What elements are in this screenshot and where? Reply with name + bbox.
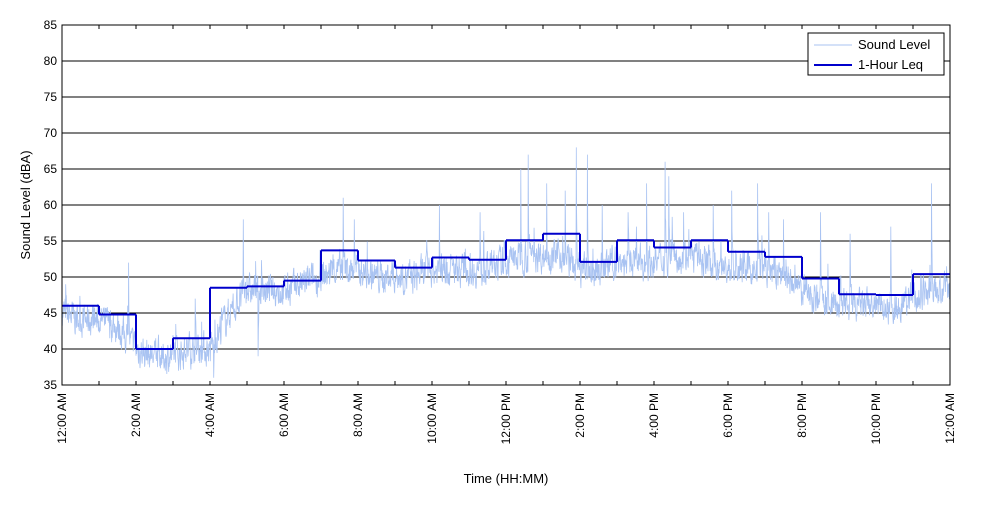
y-tick-label: 60: [44, 198, 58, 212]
x-tick-label: 10:00 PM: [869, 393, 883, 444]
x-tick-label: 8:00 AM: [351, 393, 365, 437]
x-tick-label: 12:00 PM: [499, 393, 513, 444]
y-tick-label: 85: [44, 18, 58, 32]
x-tick-label: 12:00 AM: [55, 393, 69, 444]
y-tick-label: 45: [44, 306, 58, 320]
y-tick-label: 75: [44, 90, 58, 104]
x-tick-label: 6:00 PM: [721, 393, 735, 438]
x-tick-label: 4:00 AM: [203, 393, 217, 437]
y-tick-label: 80: [44, 54, 58, 68]
legend: Sound Level 1-Hour Leq: [807, 32, 945, 76]
x-tick-label: 6:00 AM: [277, 393, 291, 437]
x-axis-title: Time (HH:MM): [464, 471, 549, 486]
x-tick-label: 2:00 AM: [129, 393, 143, 437]
y-tick-label: 55: [44, 234, 58, 248]
y-tick-label: 35: [44, 378, 58, 392]
sound-level-line: [61, 147, 951, 378]
legend-label-leq: 1-Hour Leq: [858, 57, 923, 72]
x-tick-label: 8:00 PM: [795, 393, 809, 438]
y-tick-label: 65: [44, 162, 58, 176]
x-tick-label: 10:00 AM: [425, 393, 439, 444]
x-tick-label: 12:00 AM: [943, 393, 957, 444]
y-tick-label: 70: [44, 126, 58, 140]
y-axis-title: Sound Level (dBA): [18, 150, 33, 259]
legend-label-sound-level: Sound Level: [858, 37, 930, 52]
axis-layer: 35 40 45 50 55 60 65 70 75 80 85 12:00 AM 2:00 AM 4:0…: [44, 18, 957, 444]
y-tick-label: 50: [44, 270, 58, 284]
y-tick-label: 40: [44, 342, 58, 356]
data-layer: [61, 147, 951, 378]
x-tick-label: 4:00 PM: [647, 393, 661, 438]
legend-box: [807, 32, 945, 76]
x-tick-label: 2:00 PM: [573, 393, 587, 438]
